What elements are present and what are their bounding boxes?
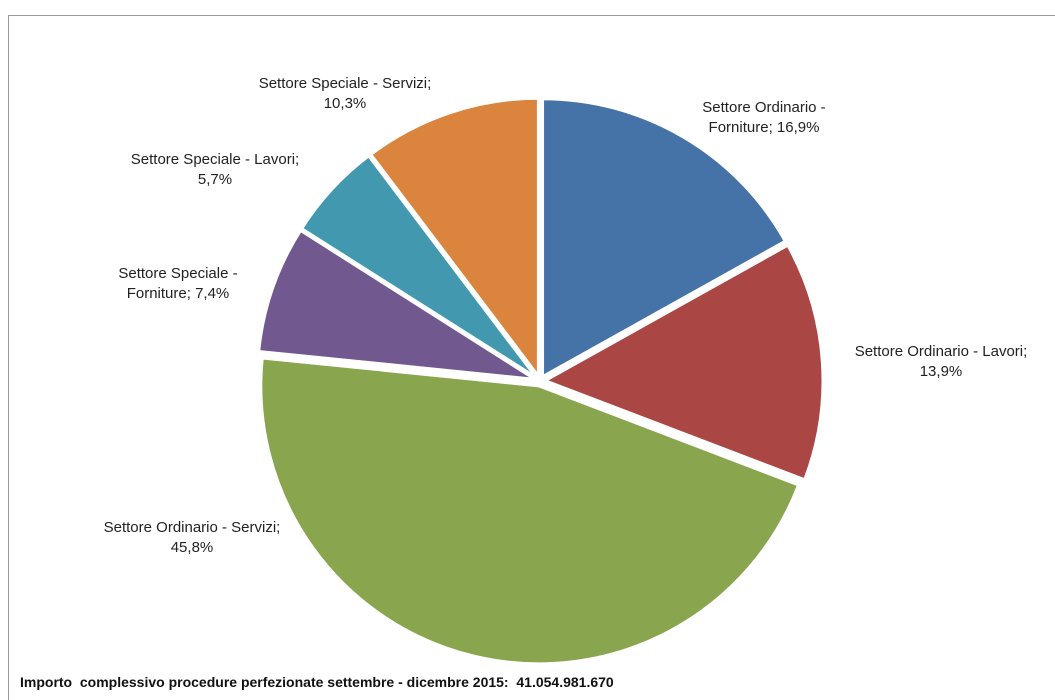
slice-label-speciale-lavori: Settore Speciale - Lavori; 5,7%	[130, 151, 300, 188]
slice-label-ordinario-servizi: Settore Ordinario - Servizi; 45,8%	[103, 519, 281, 556]
pie-slice-settore-ordinario-forniture	[541, 97, 787, 379]
slice-label-ordinario-forniture: Settore Ordinario - Forniture; 16,9%	[702, 99, 826, 136]
pie-slice-settore-speciale-servizi	[369, 96, 540, 378]
slice-label-ordinario-lavori: Settore Ordinario - Lavori; 13,9%	[854, 343, 1028, 380]
slice-label-speciale-servizi: Settore Speciale - Servizi; 10,3%	[258, 75, 432, 112]
pie-slice-settore-ordinario-lavori	[543, 243, 825, 482]
pie-slice-settore-speciale-forniture	[257, 228, 537, 381]
total-amount-note: Importo complessivo procedure perfeziona…	[20, 674, 614, 690]
slice-label-speciale-forniture: Settore Speciale - Forniture; 7,4%	[118, 265, 238, 302]
pie-slice-settore-ordinario-servizi	[259, 356, 801, 666]
pie-slice-settore-speciale-lavori	[300, 154, 538, 380]
